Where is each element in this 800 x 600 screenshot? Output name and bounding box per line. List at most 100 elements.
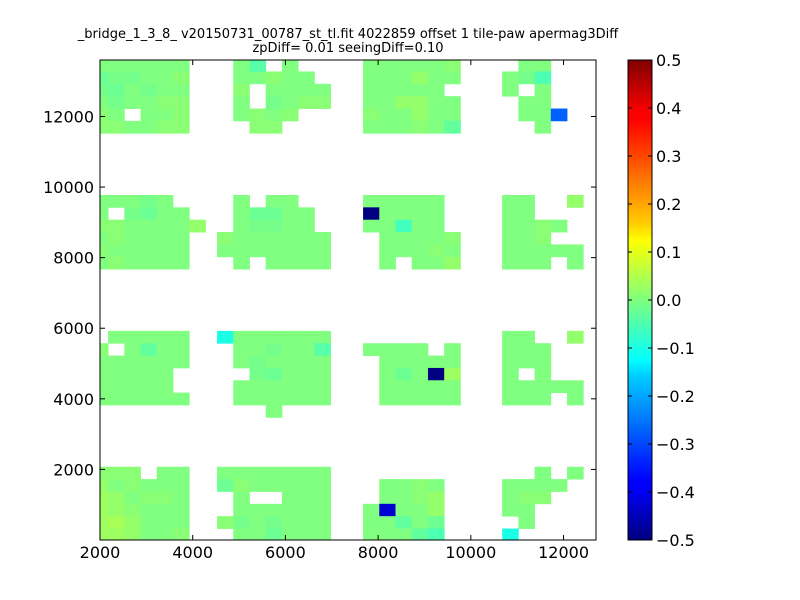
heatmap-cell [124,96,141,109]
heatmap-cell [444,392,461,406]
x-tick-label: 12000 [538,543,589,562]
heatmap-cell [265,195,283,208]
heatmap-cell [379,392,396,406]
heatmap-cell [379,355,396,369]
heatmap-cell [140,367,158,381]
heatmap-cell [124,60,141,72]
heatmap-cell [108,516,125,529]
colorbar-tick-label: −0.2 [656,387,695,406]
heatmap-cell [298,466,315,480]
heatmap-cell [298,491,315,505]
heatmap-cell [124,528,141,540]
heatmap-cell [100,256,109,270]
heatmap-cell [249,120,267,134]
heatmap-cell [124,367,141,381]
heatmap-cell [534,367,552,381]
heatmap-cell [108,83,125,97]
heatmap-cell [395,491,413,505]
heatmap-cell [411,528,429,540]
heatmap-cell [100,466,109,480]
heatmap-cell [314,466,332,480]
heatmap-cell [156,528,174,540]
heatmap-cell [502,207,519,221]
heatmap-cell [173,330,190,344]
heatmap-cell [189,219,206,233]
heatmap-cell [395,392,413,406]
heatmap-cell [156,207,174,221]
heatmap-cell [124,83,141,97]
heatmap-cell [173,466,190,480]
heatmap-cell [363,343,380,356]
heatmap-cell [518,256,535,270]
heatmap-cell [108,355,125,369]
heatmap-cell [567,466,584,480]
heatmap-cell [444,60,461,72]
heatmap-cell [427,479,445,492]
x-axis: 2000 4000 6000 8000 10000 12000 [80,60,589,562]
heatmap-cell [502,195,519,208]
y-axis: 2000 4000 6000 8000 10000 12000 [43,107,596,479]
colorbar-tick-label: 0.1 [656,243,681,262]
heatmap-cell [281,219,299,233]
heatmap-cell [100,355,109,369]
heatmap-cell [108,380,125,394]
heatmap-cell [140,256,158,270]
heatmap-cell [124,392,141,406]
heatmap-cell [534,355,552,369]
heatmap-cell [100,83,109,97]
heatmap-cell [233,219,250,233]
heatmap-cell [518,355,535,369]
heatmap-cell [444,343,461,356]
colorbar-tick-label: 0.2 [656,195,681,214]
heatmap-cell [534,466,552,480]
y-tick-label: 2000 [53,460,94,479]
heatmap-cell [173,60,190,72]
heatmap-cell [100,503,109,517]
heatmap-cell [444,120,461,134]
heatmap-cell [534,71,552,85]
heatmap-cell [444,355,461,369]
heatmap-cell [249,355,267,369]
heatmap-cell [411,380,429,394]
heatmap-cell [265,343,283,356]
heatmap-cell [100,479,109,492]
heatmap-cell [518,60,535,72]
heatmap-cell [156,355,174,369]
heatmap-cell [156,83,174,97]
heatmap-cell [217,330,234,344]
heatmap-cell [298,355,315,369]
heatmap-cell [298,71,315,85]
heatmap-cell [140,244,158,258]
heatmap-cell [265,367,283,381]
heatmap-cell [314,96,332,109]
heatmap-cell [100,71,109,85]
heatmap-cell [233,330,250,344]
heatmap-cell [363,120,380,134]
heatmap-cell [124,516,141,529]
colorbar-tick-label: 0.4 [656,99,681,118]
heatmap-cell [363,195,380,208]
y-tick-label: 8000 [53,249,94,268]
heatmap-cell [518,219,535,233]
heatmap-cell [140,60,158,72]
heatmap-cell [411,355,429,369]
heatmap-cell [140,380,158,394]
heatmap-cell [567,256,584,270]
heatmap-cell [108,367,125,381]
heatmap-cell [379,207,396,221]
heatmap-cell [502,232,519,245]
heatmap-cell [534,256,552,270]
heatmap-cell [233,195,250,208]
heatmap-cell [100,195,109,208]
heatmap-cell [124,466,141,480]
heatmap-cell [173,244,190,258]
heatmap-cell [108,491,125,505]
heatmap-cell [217,516,234,529]
heatmap-cell [124,232,141,245]
heatmap-cell [550,479,568,492]
heatmap-cell [534,83,552,97]
heatmap-cell [518,96,535,109]
heatmap-cell [395,120,413,134]
heatmap-cell [124,503,141,517]
heatmap-cell [314,491,332,505]
